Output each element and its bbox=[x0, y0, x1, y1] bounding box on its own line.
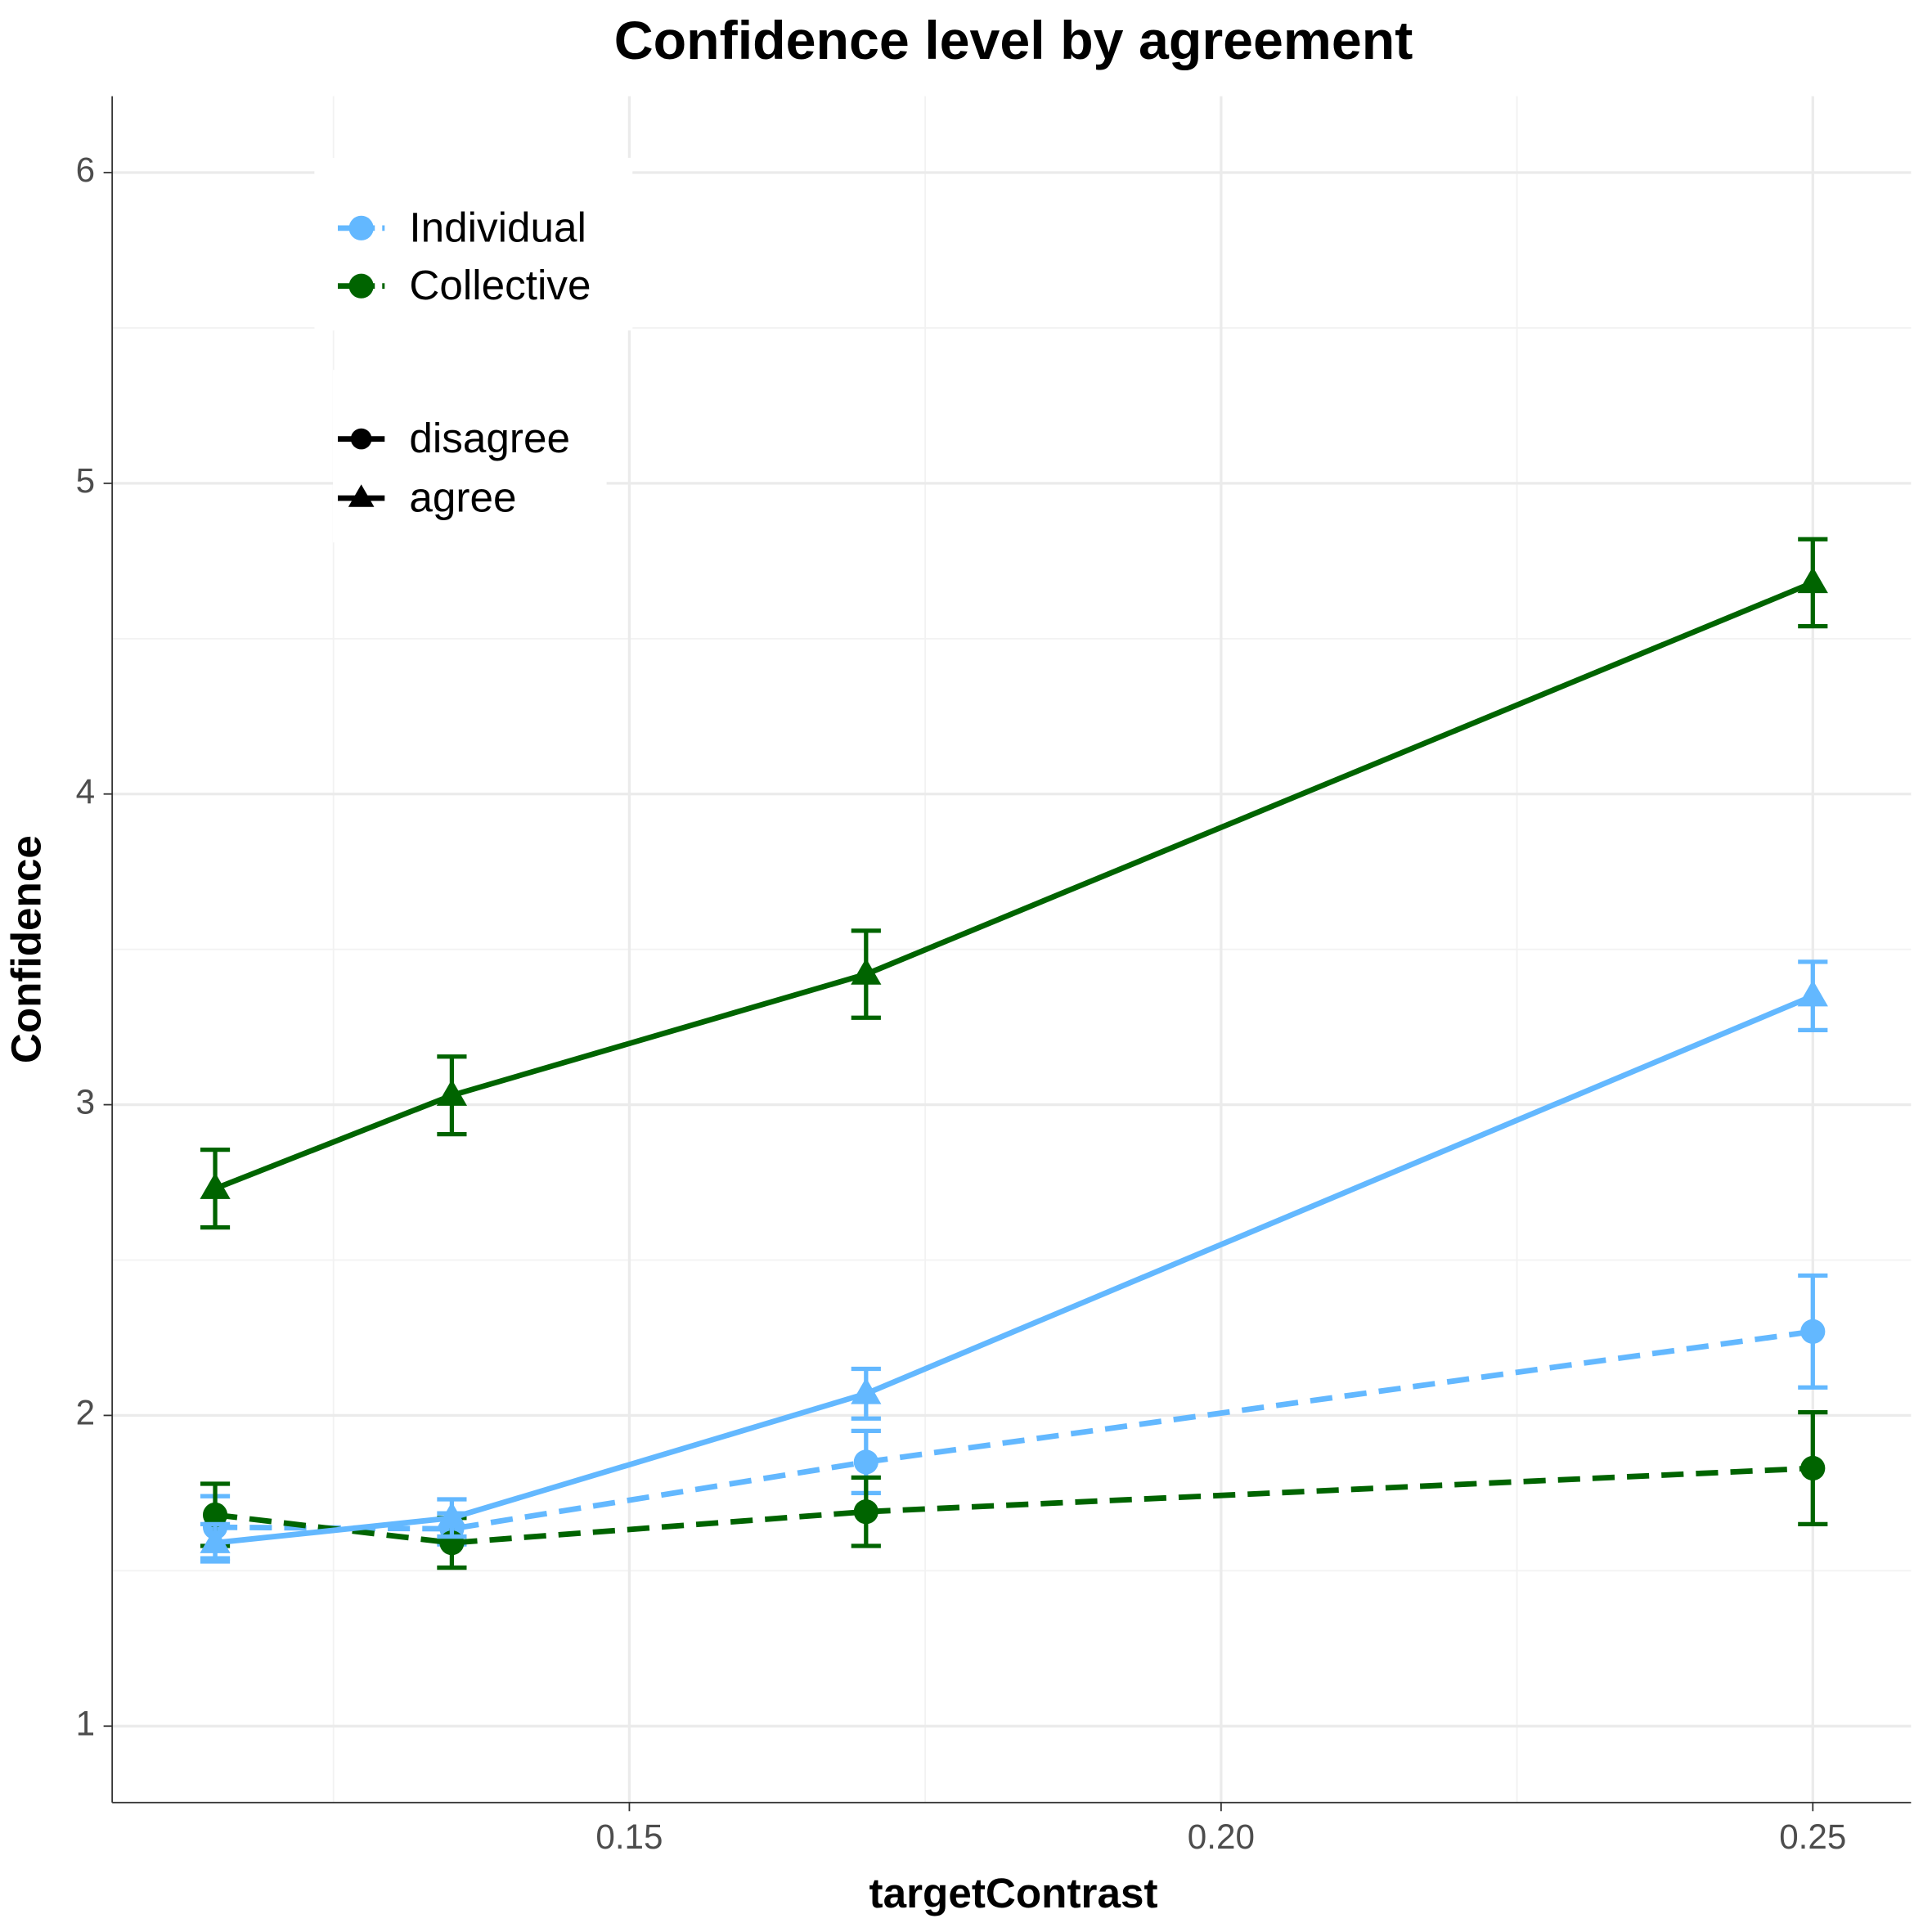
y-tick-label: 3 bbox=[76, 1083, 95, 1121]
x-axis-label: targetContrast bbox=[869, 1870, 1158, 1916]
legend-box bbox=[332, 370, 607, 543]
legend-marker bbox=[350, 428, 372, 450]
chart-title: Confidence level by agreement bbox=[614, 11, 1413, 71]
legend-marker bbox=[348, 273, 374, 299]
y-tick-label: 5 bbox=[76, 461, 95, 500]
y-tick-label: 6 bbox=[76, 151, 95, 189]
x-tick-label: 0.20 bbox=[1188, 1817, 1255, 1856]
point bbox=[1800, 1319, 1826, 1344]
point bbox=[436, 1502, 468, 1529]
series-line bbox=[214, 993, 1814, 1546]
legend-marker bbox=[348, 215, 374, 240]
point bbox=[436, 1079, 468, 1106]
point bbox=[202, 1502, 228, 1528]
point bbox=[1800, 1455, 1826, 1481]
legend-marker bbox=[348, 484, 375, 507]
point bbox=[851, 958, 882, 985]
point bbox=[200, 1172, 231, 1199]
y-axis-label: Confidence bbox=[3, 835, 50, 1063]
legend-label: Individual bbox=[409, 204, 586, 250]
x-tick-label: 0.15 bbox=[595, 1817, 663, 1856]
point bbox=[1797, 980, 1828, 1007]
y-tick-label: 1 bbox=[76, 1704, 95, 1742]
legend-box bbox=[314, 157, 633, 330]
point bbox=[853, 1449, 878, 1475]
x-tick-label: 0.25 bbox=[1779, 1817, 1846, 1856]
point bbox=[200, 1526, 231, 1553]
point bbox=[853, 1499, 878, 1525]
legend-label: Collective bbox=[409, 262, 591, 308]
point bbox=[851, 1377, 882, 1404]
point bbox=[1797, 566, 1828, 594]
series-line bbox=[213, 580, 1814, 1192]
y-tick-label: 2 bbox=[76, 1394, 95, 1432]
legend-label: agree bbox=[409, 474, 516, 521]
legend-label: disagree bbox=[409, 415, 570, 461]
y-tick-label: 4 bbox=[76, 772, 95, 811]
